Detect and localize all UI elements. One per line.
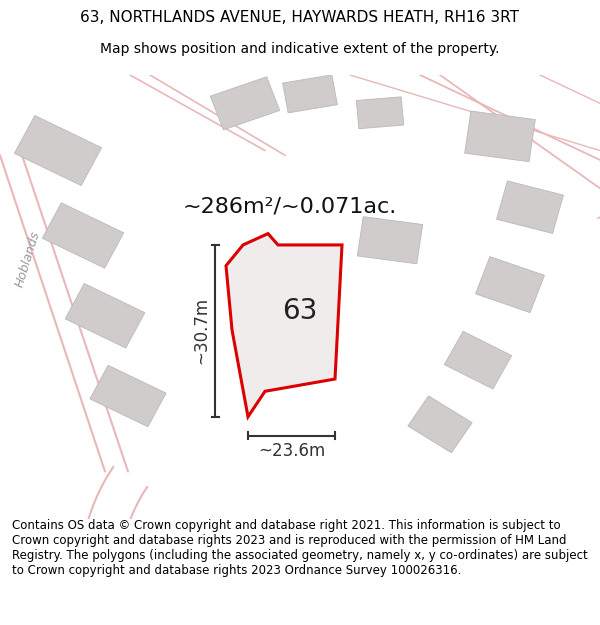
Polygon shape: [283, 75, 337, 113]
Polygon shape: [445, 331, 512, 389]
Text: ~30.7m: ~30.7m: [192, 298, 210, 364]
Polygon shape: [497, 181, 563, 233]
Text: Hoblands: Hoblands: [13, 229, 43, 289]
Text: ~286m²/~0.071ac.: ~286m²/~0.071ac.: [183, 197, 397, 217]
Text: Map shows position and indicative extent of the property.: Map shows position and indicative extent…: [100, 42, 500, 56]
Text: Contains OS data © Crown copyright and database right 2021. This information is : Contains OS data © Crown copyright and d…: [12, 519, 588, 577]
Polygon shape: [226, 234, 342, 417]
Polygon shape: [408, 396, 472, 452]
Polygon shape: [90, 365, 166, 427]
Polygon shape: [356, 97, 404, 129]
Polygon shape: [464, 111, 535, 162]
Text: ~23.6m: ~23.6m: [258, 442, 325, 460]
Polygon shape: [14, 116, 101, 186]
Polygon shape: [476, 257, 544, 312]
Text: 63: 63: [283, 297, 317, 325]
Polygon shape: [42, 203, 124, 268]
Text: 63, NORTHLANDS AVENUE, HAYWARDS HEATH, RH16 3RT: 63, NORTHLANDS AVENUE, HAYWARDS HEATH, R…: [80, 9, 520, 24]
Polygon shape: [211, 77, 280, 130]
Polygon shape: [65, 284, 145, 348]
Polygon shape: [358, 217, 422, 264]
